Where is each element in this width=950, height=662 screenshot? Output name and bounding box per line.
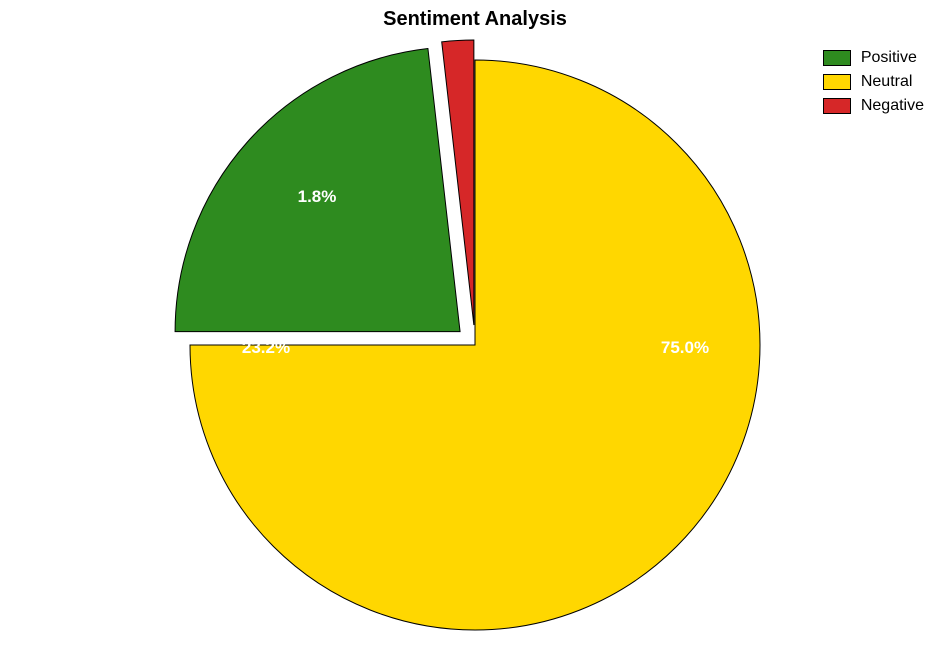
sentiment-pie-chart: Sentiment Analysis Positive Neutral Negati… xyxy=(0,0,950,662)
legend-item-positive: Positive xyxy=(823,46,924,70)
legend-label-negative: Negative xyxy=(861,97,924,115)
pct-label-negative: 1.8% xyxy=(298,187,337,207)
legend-item-neutral: Neutral xyxy=(823,70,924,94)
legend-swatch-neutral xyxy=(823,74,851,90)
legend-swatch-negative xyxy=(823,98,851,114)
pct-label-neutral: 75.0% xyxy=(661,338,709,358)
chart-title: Sentiment Analysis xyxy=(0,8,950,31)
legend-label-positive: Positive xyxy=(861,49,917,67)
pct-label-positive: 23.2% xyxy=(242,338,290,358)
legend: Positive Neutral Negative xyxy=(823,46,924,118)
pie-svg xyxy=(0,0,950,662)
legend-item-negative: Negative xyxy=(823,94,924,118)
legend-label-neutral: Neutral xyxy=(861,73,913,91)
legend-swatch-positive xyxy=(823,50,851,66)
